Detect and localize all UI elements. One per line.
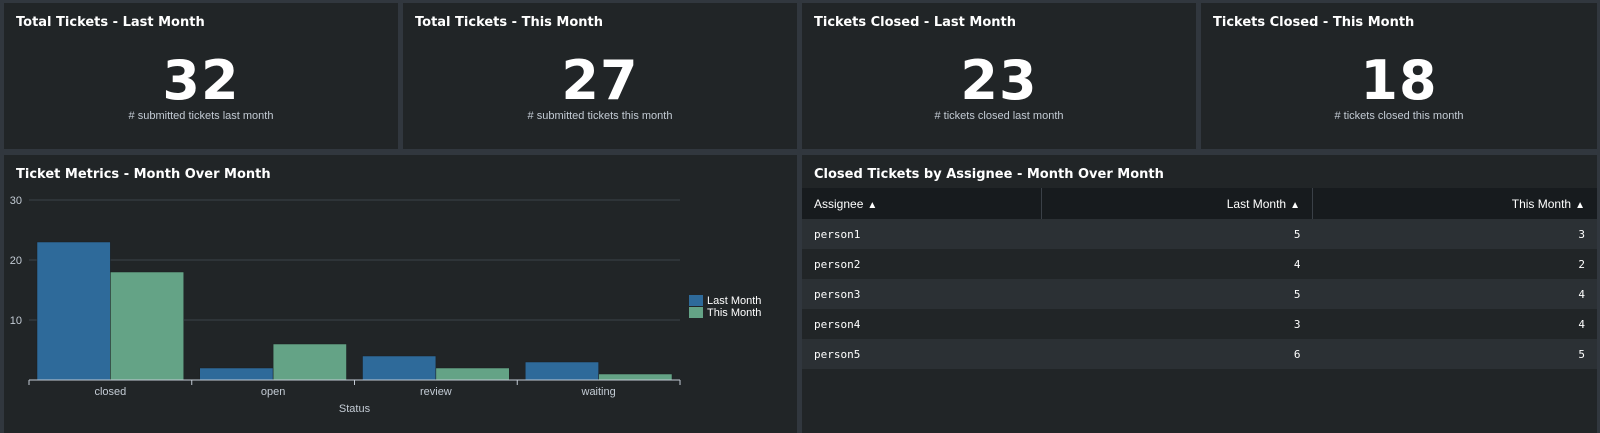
cell-last-month[interactable]: 6 [1041, 339, 1313, 369]
panel-title: Tickets Closed - This Month [1213, 15, 1415, 30]
legend-label[interactable]: This Month [707, 307, 761, 319]
panel-title: Ticket Metrics - Month Over Month [16, 167, 271, 182]
chart-panel: Ticket Metrics - Month Over Month 10 20 30… [4, 155, 797, 433]
x-tick-label: closed [94, 386, 126, 398]
cell-this-month[interactable]: 5 [1312, 339, 1597, 369]
table-row[interactable]: person1 5 3 [802, 219, 1597, 249]
y-tick-label: 30 [10, 195, 22, 207]
cell-last-month[interactable]: 4 [1041, 249, 1313, 279]
x-tick-label: review [420, 386, 452, 398]
bar-review-1[interactable] [435, 367, 510, 381]
bar-waiting-1[interactable] [598, 373, 673, 381]
y-tick-label: 20 [10, 255, 22, 267]
cell-this-month[interactable]: 2 [1312, 249, 1597, 279]
table-row[interactable]: person2 4 2 [802, 249, 1597, 279]
bar-review-0[interactable] [362, 355, 437, 381]
panel-title: Tickets Closed - Last Month [814, 15, 1016, 30]
single-value[interactable]: 27 [561, 49, 639, 112]
cell-assignee[interactable]: person5 [802, 339, 1042, 369]
x-axis-title: Status [339, 403, 371, 415]
cell-this-month[interactable]: 3 [1312, 219, 1597, 249]
single-value-panel-closed-this-month: Tickets Closed - This Month 18 # tickets… [1201, 3, 1597, 149]
sort-icon[interactable]: ▲︎ [1290, 199, 1300, 211]
bar-open-1[interactable] [272, 343, 347, 381]
single-value-caption: # submitted tickets last month [128, 110, 274, 122]
cell-last-month[interactable]: 3 [1041, 309, 1313, 339]
single-value-caption: # submitted tickets this month [527, 110, 673, 122]
cell-last-month[interactable]: 5 [1041, 219, 1313, 249]
cell-assignee[interactable]: person2 [802, 249, 1042, 279]
assignee-table: Assignee ▲︎ Last Month ▲︎ This Month ▲︎ per… [802, 188, 1597, 369]
single-value[interactable]: 18 [1360, 49, 1438, 112]
cell-this-month[interactable]: 4 [1312, 309, 1597, 339]
panel-title: Total Tickets - Last Month [16, 15, 205, 30]
table-row[interactable]: person5 6 5 [802, 339, 1597, 369]
table-panel: Closed Tickets by Assignee - Month Over … [802, 155, 1597, 433]
table-row[interactable]: person4 3 4 [802, 309, 1597, 339]
column-header-last-month[interactable]: Last Month ▲︎ [1041, 188, 1313, 219]
legend-swatch[interactable] [689, 295, 703, 306]
cell-last-month[interactable]: 5 [1041, 279, 1313, 309]
x-tick-label: open [261, 386, 285, 398]
single-value-panel-closed-last-month: Tickets Closed - Last Month 23 # tickets… [802, 3, 1196, 149]
single-value[interactable]: 23 [960, 49, 1038, 112]
cell-assignee[interactable]: person1 [802, 219, 1042, 249]
single-value-panel-total-last-month: Total Tickets - Last Month 32 # submitte… [4, 3, 398, 149]
single-value-caption: # tickets closed this month [1334, 110, 1464, 122]
bar-closed-1[interactable] [110, 271, 184, 381]
table-row[interactable]: person3 5 4 [802, 279, 1597, 309]
bar-waiting-0[interactable] [525, 361, 599, 381]
legend-label[interactable]: Last Month [707, 295, 761, 307]
legend-swatch[interactable] [689, 307, 703, 318]
sort-icon[interactable]: ▲︎ [867, 199, 878, 211]
sort-icon[interactable]: ▲︎ [1575, 199, 1585, 211]
panel-title: Closed Tickets by Assignee - Month Over … [814, 167, 1164, 182]
single-value-caption: # tickets closed last month [934, 110, 1064, 122]
y-tick-label: 10 [10, 315, 22, 327]
column-header-this-month[interactable]: This Month ▲︎ [1312, 188, 1597, 219]
cell-assignee[interactable]: person3 [802, 279, 1042, 309]
panel-title: Total Tickets - This Month [415, 15, 604, 30]
column-header-assignee[interactable]: Assignee ▲︎ [802, 188, 1042, 219]
bar-closed-0[interactable] [36, 241, 111, 381]
cell-assignee[interactable]: person4 [802, 309, 1042, 339]
single-value-panel-total-this-month: Total Tickets - This Month 27 # submitte… [403, 3, 797, 149]
bar-open-0[interactable] [199, 367, 274, 381]
bar-chart[interactable]: 10 20 30 closed open review waiting Status Last … [4, 155, 797, 433]
single-value[interactable]: 32 [162, 49, 240, 112]
x-tick-label: waiting [581, 386, 616, 398]
cell-this-month[interactable]: 4 [1312, 279, 1597, 309]
